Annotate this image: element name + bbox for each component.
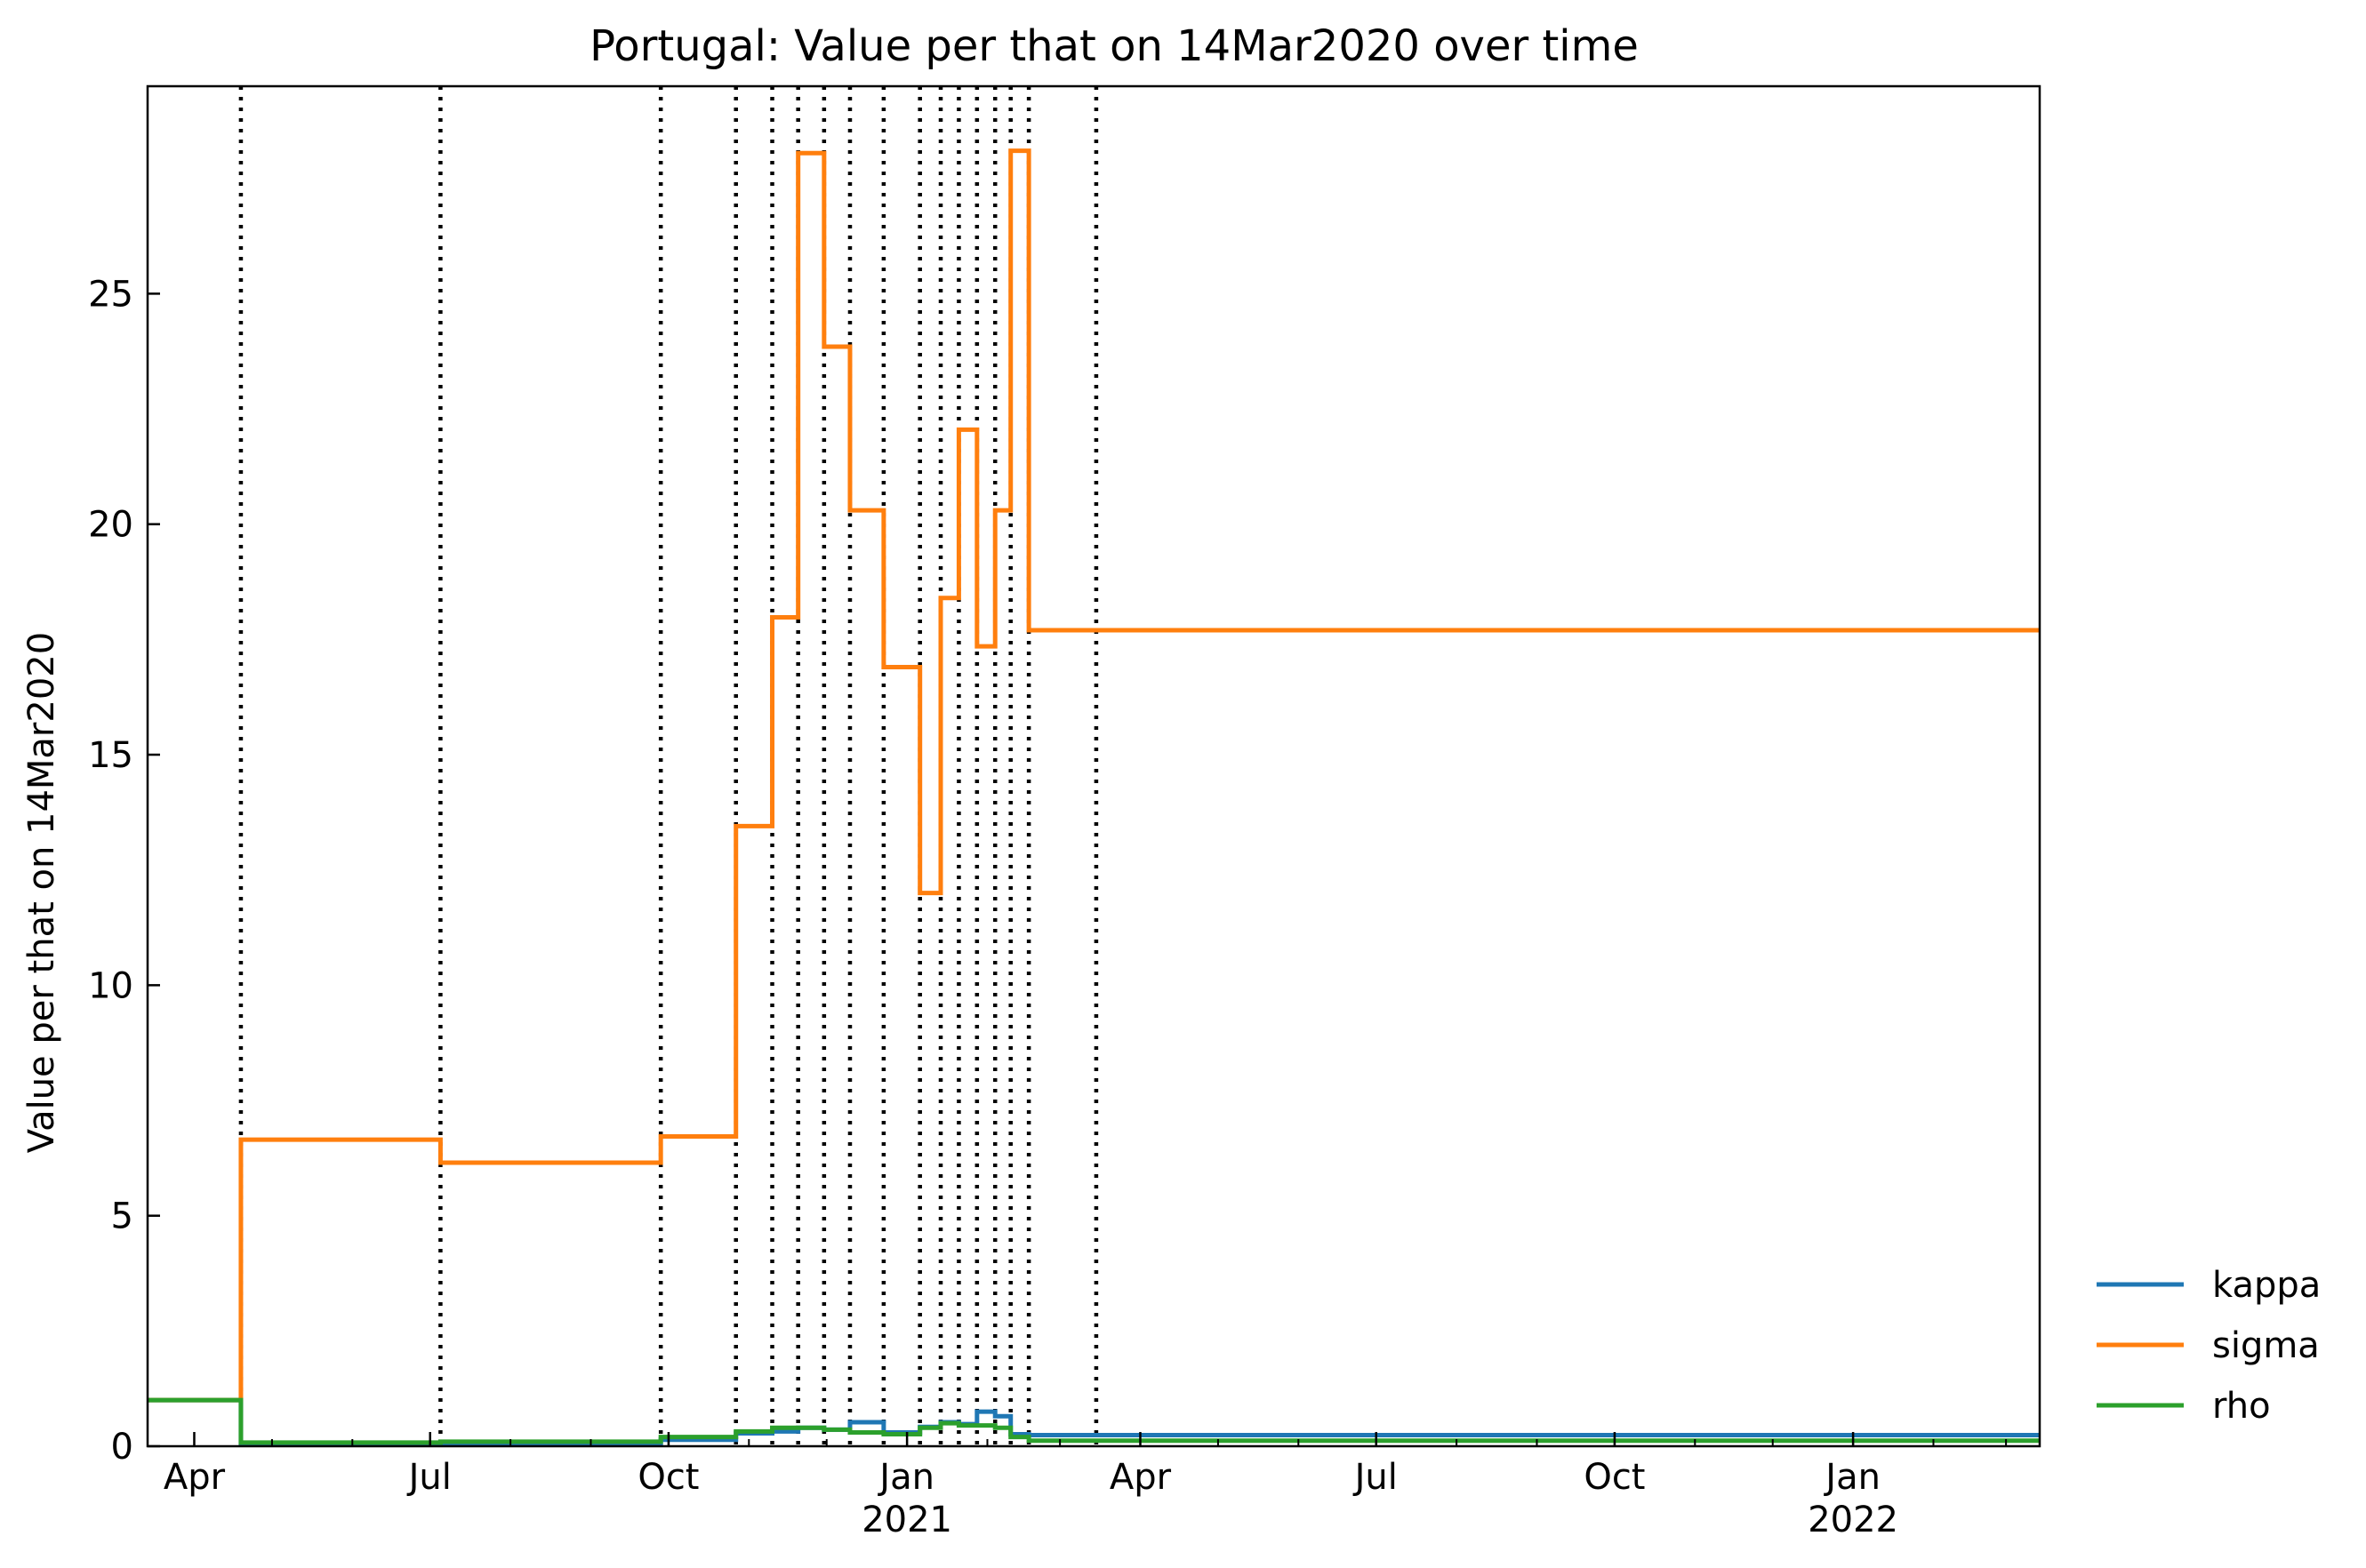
y-tick-label: 0 — [111, 1427, 133, 1468]
series-line-sigma — [148, 148, 2040, 1403]
x-tick-label: Apr — [164, 1457, 226, 1498]
legend-label-rho: rho — [2212, 1386, 2271, 1427]
y-axis-label: Value per that on 14Mar2020 — [21, 632, 62, 1153]
series-line-rho — [148, 1397, 2040, 1445]
legend-label-sigma: sigma — [2212, 1325, 2320, 1366]
x-tick-label: Jul — [1352, 1457, 1398, 1498]
x-tick-label: Oct — [1584, 1457, 1645, 1498]
legend: kappa sigma rho — [2097, 1265, 2321, 1427]
series-line-kappa — [148, 1397, 2040, 1446]
plot-frame — [146, 84, 2041, 1448]
x-tick-year-label: 2021 — [862, 1500, 952, 1540]
y-tick-label: 20 — [88, 505, 133, 546]
y-tick-label: 5 — [111, 1196, 133, 1237]
x-tick-label: Oct — [638, 1457, 699, 1498]
x-tick-label: Jan — [877, 1457, 934, 1498]
chart-title: Portugal: Value per that on 14Mar2020 ov… — [589, 21, 1639, 71]
y-tick-label: 25 — [88, 274, 133, 315]
x-tick-label: Jul — [406, 1457, 452, 1498]
x-tick-label: Jan — [1823, 1457, 1881, 1498]
x-tick-year-label: 2022 — [1808, 1500, 1898, 1540]
x-tick-label: Apr — [1110, 1457, 1172, 1498]
y-tick-label: 15 — [88, 735, 133, 776]
y-tick-label: 10 — [88, 965, 133, 1006]
legend-label-kappa: kappa — [2212, 1265, 2321, 1306]
